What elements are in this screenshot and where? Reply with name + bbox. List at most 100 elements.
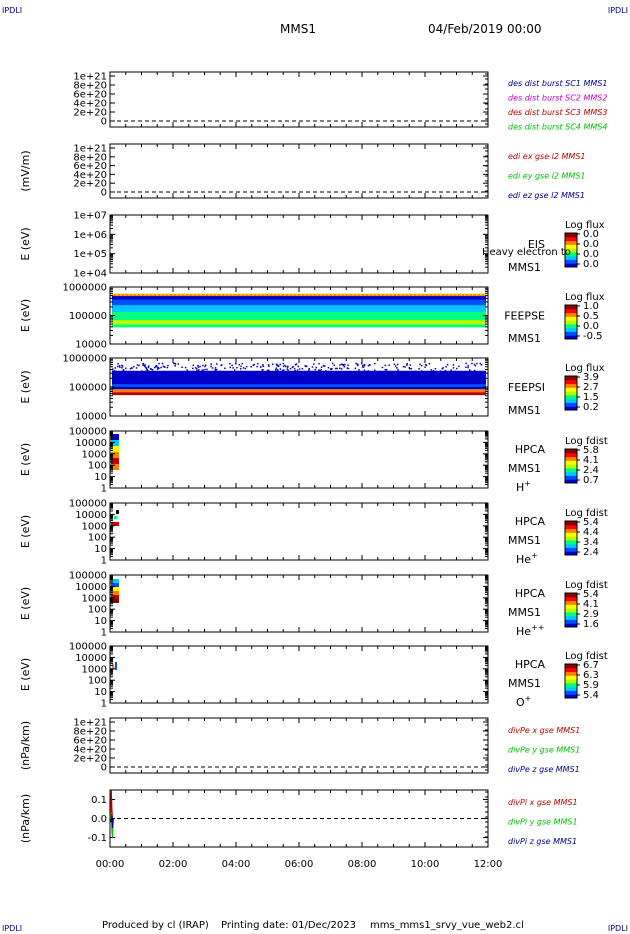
feepsi-speck [198, 369, 200, 371]
colorbar-segment [565, 596, 577, 602]
feepsi-speck [445, 366, 447, 368]
y-tick-label: 100000 [69, 642, 107, 653]
feepsi-speck [480, 364, 483, 366]
colorbar-segment [565, 449, 577, 454]
colorbar-segment [565, 398, 577, 403]
feepsi-speck [166, 366, 169, 369]
colorbar-segment [565, 320, 577, 325]
panel-p9: E (eV) [19, 645, 580, 704]
feepse-band-2 [112, 299, 486, 306]
corner-mark-bottom-right: IPDLI [607, 924, 628, 933]
feepsi-speck [363, 363, 366, 366]
feepsi-speck [360, 362, 363, 365]
feepsi-speck [367, 364, 370, 367]
colorbar-segment [565, 323, 577, 329]
feepsi-speck [452, 364, 455, 366]
feepse-band-5 [112, 320, 486, 326]
instrument-label: HPCA [515, 515, 546, 528]
colorbar-segment [565, 671, 577, 676]
feepsi-speck [444, 369, 447, 372]
colorbar-segment [565, 604, 577, 609]
colorbar-value: 2.4 [583, 465, 599, 476]
feepsi-speck [142, 363, 145, 366]
colorbar-value: 0.7 [583, 475, 599, 486]
feepsi-speck [363, 369, 366, 372]
panel-p11: (nPa/km) [19, 789, 489, 848]
corner-mark-top-right: IPDLI [607, 6, 628, 15]
colorbar-value: 4.1 [583, 599, 599, 610]
feepsi-speck [138, 364, 140, 367]
y-tick-label: 10000 [75, 412, 107, 423]
feepsi-speck [355, 362, 357, 365]
legend-entry: des dist burst SC3 MMS3 [508, 108, 607, 117]
y-tick-label: 2e+20 [73, 754, 107, 765]
panel-p5: E (eV) [19, 357, 580, 417]
y-tick-label: 100000 [69, 311, 107, 322]
colorbar-value: 2.9 [583, 609, 599, 620]
footer-produced: Produced by cl (IRAP) [102, 920, 209, 931]
feepsi-speck [467, 366, 469, 369]
panel-frame [109, 645, 489, 704]
feepsi-speck [418, 368, 420, 370]
feepsi-speck [242, 367, 245, 369]
feepsi-speck [362, 366, 365, 368]
feepsi-speck [286, 366, 289, 368]
legend-entry: divPi x gse MMS1 [508, 798, 578, 807]
feepsi-speck [305, 365, 308, 367]
feepsi-speck [158, 362, 160, 365]
feepsi-speck [196, 369, 198, 372]
y-tick-label: 100000 [69, 571, 107, 582]
feepsi-speck [114, 367, 117, 369]
feepsi-speck [268, 365, 270, 368]
feepsi-speck [420, 364, 423, 367]
y-tick-label: 1 [101, 699, 107, 710]
feepsi-speck [374, 362, 376, 365]
colorbar-frame [564, 663, 578, 699]
feepsi-speck [473, 363, 476, 366]
feepsi-speck [397, 368, 399, 371]
y-tick-label: 6e+20 [73, 90, 107, 101]
feepsi-speck [136, 364, 139, 366]
colorbar-segment [565, 608, 577, 613]
species-label: He+ [516, 551, 538, 566]
feepsi-speck [384, 368, 386, 371]
y-tick-label: 10000 [75, 340, 107, 351]
colorbar-segment [565, 244, 577, 249]
feepsi-speck [147, 366, 150, 369]
feepsi-speck [214, 368, 217, 371]
feepsi-speck [361, 364, 364, 367]
feepse-band-0 [112, 293, 486, 297]
y-tick-label: 100 [88, 533, 107, 544]
feepsi-speck [357, 364, 359, 367]
legend-entry: divPi z gse MMS1 [508, 837, 577, 846]
feepsi-speck [282, 365, 285, 368]
colorbar [564, 520, 580, 556]
legend-entry: des dist burst SC1 MMS1 [508, 79, 607, 88]
y-axis-label: E (eV) [19, 227, 32, 260]
y-tick-label: 10 [94, 687, 107, 698]
colorbar-segment [565, 460, 577, 465]
feepsi-speck [167, 364, 169, 367]
feepsi-speck [361, 366, 364, 368]
footer-printing-date: Printing date: 01/Dec/2023 [221, 920, 357, 931]
y-tick-label: 1e+06 [73, 230, 107, 241]
feepsi-speck [318, 362, 320, 365]
feepsi-speck [229, 362, 231, 365]
y-axis-label: E (eV) [19, 587, 32, 620]
colorbar-segment [565, 475, 577, 480]
colorbar-frame [564, 375, 578, 411]
feepsi-speck [145, 367, 147, 369]
feepsi-speck [113, 370, 116, 372]
y-tick-label: 1e+05 [73, 249, 107, 260]
panel-p10: (nPa/km) [19, 717, 489, 774]
feepsi-speck [340, 363, 343, 365]
feepse-band-4 [112, 312, 486, 321]
feepsi-speck [330, 368, 333, 371]
feepsi-speck [214, 367, 217, 369]
corner-mark-bottom-left: IPDLI [2, 924, 23, 933]
y-tick-label: 0.1 [91, 795, 107, 806]
feepsi-speck [410, 367, 413, 370]
colorbar-value: 1.5 [583, 392, 599, 403]
y-tick-label: 10000 [75, 653, 107, 664]
panel-frame [109, 717, 489, 774]
